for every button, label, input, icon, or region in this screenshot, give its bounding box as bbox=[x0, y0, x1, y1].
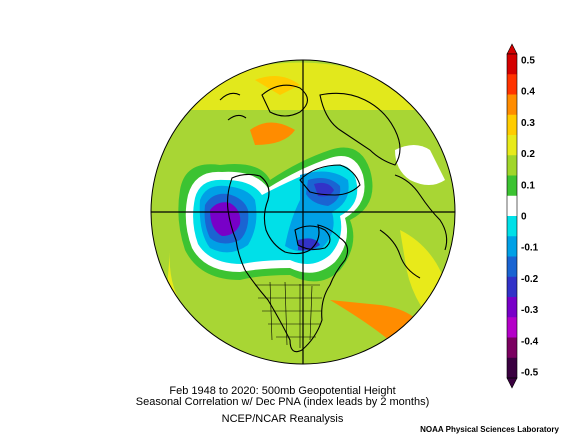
colorbar-swatch bbox=[507, 216, 517, 237]
coastlines bbox=[219, 84, 448, 353]
colorbar-tick-label: -0.1 bbox=[521, 243, 539, 254]
colorbar-swatch bbox=[507, 256, 517, 278]
map-boundary bbox=[150, 59, 456, 365]
colorbar-tick-label: -0.2 bbox=[521, 274, 539, 285]
colorbar-arrow-top bbox=[506, 43, 518, 55]
colorbar-swatch bbox=[507, 114, 517, 136]
colorbar-swatch bbox=[507, 276, 517, 298]
colorbar-tick-label: -0.3 bbox=[521, 305, 539, 316]
colorbar-tick-label: 0.4 bbox=[521, 87, 535, 98]
colorbar-tick-label: 0.1 bbox=[521, 180, 535, 191]
colorbar-tick-label: -0.4 bbox=[521, 336, 539, 347]
colorbar-swatch bbox=[507, 74, 517, 95]
colorbar-swatch bbox=[507, 357, 517, 379]
caption-subtitle: Seasonal Correlation w/ Dec PNA (index l… bbox=[135, 396, 430, 408]
colorbar-swatch bbox=[507, 175, 517, 197]
colorbar-swatch bbox=[507, 297, 517, 318]
caption-title: Feb 1948 to 2020: 500mb Geopotential Hei… bbox=[169, 385, 396, 397]
colorbar-tick-label: 0.3 bbox=[521, 118, 535, 129]
colorbar-swatch bbox=[507, 94, 517, 116]
colorbar-swatch bbox=[507, 54, 517, 75]
colorbar-swatch bbox=[507, 135, 517, 156]
colorbar-tick-label: 0.2 bbox=[521, 149, 535, 160]
colorbar-swatch bbox=[507, 155, 517, 176]
colorbar-swatch bbox=[507, 195, 517, 217]
colorbar-tick-label: -0.5 bbox=[521, 368, 539, 379]
colorbar-swatch bbox=[507, 236, 517, 257]
state-lines bbox=[255, 281, 322, 348]
colorbar-swatch bbox=[507, 337, 517, 359]
graticule bbox=[151, 60, 455, 364]
colorbar: 0.5 0.4 0.3 0.2 0.1 0 -0.1 -0.2 -0.3 -0.4 -0.5 bbox=[506, 43, 539, 389]
colorbar-tick-label: 0.5 bbox=[521, 56, 535, 67]
caption-dataset: NCEP/NCAR Reanalysis bbox=[221, 413, 344, 425]
colorbar-tick-label: 0 bbox=[521, 212, 527, 223]
credit-label: NOAA Physical Sciences Laboratory bbox=[420, 425, 559, 434]
colorbar-swatch bbox=[507, 317, 517, 338]
correlation-map bbox=[151, 60, 455, 364]
